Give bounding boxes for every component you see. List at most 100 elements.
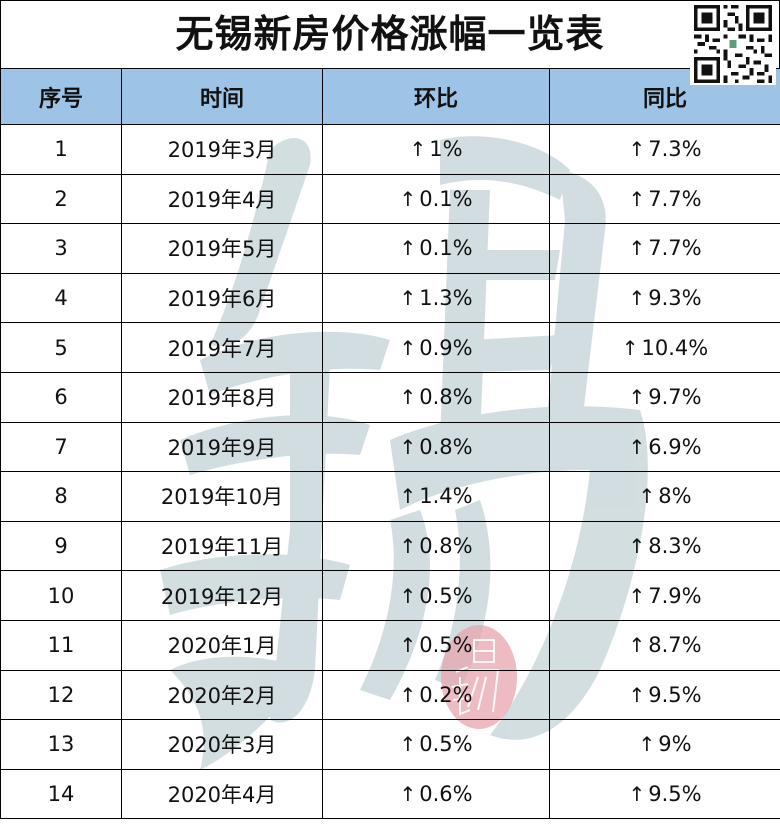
up-arrow-icon: ↑ — [628, 385, 646, 410]
row-time: 2019年5月 — [121, 223, 323, 274]
row-year-on-year: ↑ 7.3% — [549, 124, 780, 175]
mom-value: 0.8% — [419, 385, 473, 410]
row-index: 2 — [0, 173, 122, 225]
table-row: 4 2019年6月 ↑ 1.3% ↑ 9.3% — [0, 272, 780, 324]
mom-value: 1.4% — [419, 484, 473, 509]
row-time: 2019年12月 — [121, 570, 323, 621]
table-row: 10 2019年12月 ↑ 0.5% ↑ 7.9% — [0, 570, 780, 621]
up-arrow-icon: ↑ — [628, 137, 646, 162]
table-row: 8 2019年10月 ↑ 1.4% ↑ 8% — [0, 471, 780, 522]
up-arrow-icon: ↑ — [399, 682, 417, 707]
row-year-on-year: ↑ 9.7% — [549, 371, 780, 423]
row-time: 2019年6月 — [121, 272, 323, 324]
row-index: 13 — [0, 719, 122, 770]
row-time: 2020年4月 — [121, 768, 323, 820]
up-arrow-icon: ↑ — [628, 782, 646, 807]
yoy-value: 9.5% — [648, 782, 702, 807]
row-index: 3 — [0, 223, 122, 274]
price-change-table: 序号 时间 环比 同比 1 2019年3月 ↑ 1% ↑ 7.3% 2 2019年4月 ↑ 0.1… — [0, 68, 780, 820]
row-month-on-month: ↑ 0.1% — [322, 223, 550, 274]
up-arrow-icon: ↑ — [399, 732, 417, 757]
up-arrow-icon: ↑ — [628, 633, 646, 658]
qr-code-icon — [694, 5, 772, 83]
table-row: 11 2020年1月 ↑ 0.5% ↑ 8.7% — [0, 619, 780, 671]
header-index: 序号 — [0, 68, 122, 125]
table-row: 5 2019年7月 ↑ 0.9% ↑ 10.4% — [0, 322, 780, 373]
table-row: 1 2019年3月 ↑ 1% ↑ 7.3% — [0, 124, 780, 175]
row-time: 2020年1月 — [121, 619, 323, 671]
row-month-on-month: ↑ 0.5% — [322, 570, 550, 621]
mom-value: 0.6% — [419, 782, 473, 807]
mom-value: 0.8% — [419, 434, 473, 459]
yoy-value: 9.7% — [648, 385, 702, 410]
up-arrow-icon: ↑ — [399, 434, 417, 459]
table-row: 9 2019年11月 ↑ 0.8% ↑ 8.3% — [0, 520, 780, 572]
row-month-on-month: ↑ 0.5% — [322, 719, 550, 770]
row-year-on-year: ↑ 9.3% — [549, 272, 780, 324]
row-month-on-month: ↑ 0.8% — [322, 421, 550, 473]
table-row: 13 2020年3月 ↑ 0.5% ↑ 9% — [0, 719, 780, 770]
row-year-on-year: ↑ 7.9% — [549, 570, 780, 621]
up-arrow-icon: ↑ — [399, 633, 417, 658]
up-arrow-icon: ↑ — [628, 186, 646, 211]
up-arrow-icon: ↑ — [638, 484, 656, 509]
table-row: 3 2019年5月 ↑ 0.1% ↑ 7.7% — [0, 223, 780, 274]
row-year-on-year: ↑ 8.3% — [549, 520, 780, 572]
page-title: 无锡新房价格涨幅一览表 — [175, 12, 605, 56]
up-arrow-icon: ↑ — [399, 534, 417, 559]
row-month-on-month: ↑ 0.8% — [322, 520, 550, 572]
yoy-value: 6.9% — [648, 434, 702, 459]
row-time: 2020年3月 — [121, 719, 323, 770]
row-month-on-month: ↑ 0.6% — [322, 768, 550, 820]
row-time: 2019年8月 — [121, 371, 323, 423]
yoy-value: 9% — [658, 732, 692, 757]
mom-value: 0.1% — [419, 236, 473, 261]
up-arrow-icon: ↑ — [628, 534, 646, 559]
up-arrow-icon: ↑ — [638, 732, 656, 757]
table-row: 6 2019年8月 ↑ 0.8% ↑ 9.7% — [0, 371, 780, 423]
row-time: 2019年9月 — [121, 421, 323, 473]
row-index: 10 — [0, 570, 122, 621]
row-year-on-year: ↑ 9.5% — [549, 669, 780, 721]
row-year-on-year: ↑ 9% — [549, 719, 780, 770]
yoy-value: 8.3% — [648, 534, 702, 559]
mom-value: 1.3% — [419, 286, 473, 311]
mom-value: 0.5% — [419, 633, 473, 658]
row-year-on-year: ↑ 8.7% — [549, 619, 780, 671]
up-arrow-icon: ↑ — [399, 782, 417, 807]
row-index: 7 — [0, 421, 122, 473]
row-time: 2019年7月 — [121, 322, 323, 373]
up-arrow-icon: ↑ — [628, 682, 646, 707]
row-time: 2020年2月 — [121, 669, 323, 721]
row-index: 8 — [0, 471, 122, 522]
mom-value: 0.2% — [419, 682, 473, 707]
row-time: 2019年4月 — [121, 173, 323, 225]
yoy-value: 9.3% — [648, 286, 702, 311]
up-arrow-icon: ↑ — [628, 583, 646, 608]
up-arrow-icon: ↑ — [399, 186, 417, 211]
row-index: 6 — [0, 371, 122, 423]
row-year-on-year: ↑ 7.7% — [549, 223, 780, 274]
row-year-on-year: ↑ 10.4% — [549, 322, 780, 373]
mom-value: 0.1% — [419, 186, 473, 211]
row-month-on-month: ↑ 1% — [322, 124, 550, 175]
up-arrow-icon: ↑ — [409, 137, 427, 162]
yoy-value: 10.4% — [641, 335, 709, 360]
qr-code[interactable] — [690, 3, 776, 85]
up-arrow-icon: ↑ — [399, 484, 417, 509]
up-arrow-icon: ↑ — [399, 583, 417, 608]
up-arrow-icon: ↑ — [628, 286, 646, 311]
row-index: 14 — [0, 768, 122, 820]
mom-value: 0.9% — [419, 335, 473, 360]
table-row: 12 2020年2月 ↑ 0.2% ↑ 9.5% — [0, 669, 780, 721]
yoy-value: 8.7% — [648, 633, 702, 658]
row-month-on-month: ↑ 1.4% — [322, 471, 550, 522]
header-month-on-month: 环比 — [322, 68, 550, 125]
up-arrow-icon: ↑ — [628, 236, 646, 261]
row-month-on-month: ↑ 0.2% — [322, 669, 550, 721]
row-index: 9 — [0, 520, 122, 572]
row-month-on-month: ↑ 0.8% — [322, 371, 550, 423]
row-year-on-year: ↑ 6.9% — [549, 421, 780, 473]
yoy-value: 7.9% — [648, 583, 702, 608]
